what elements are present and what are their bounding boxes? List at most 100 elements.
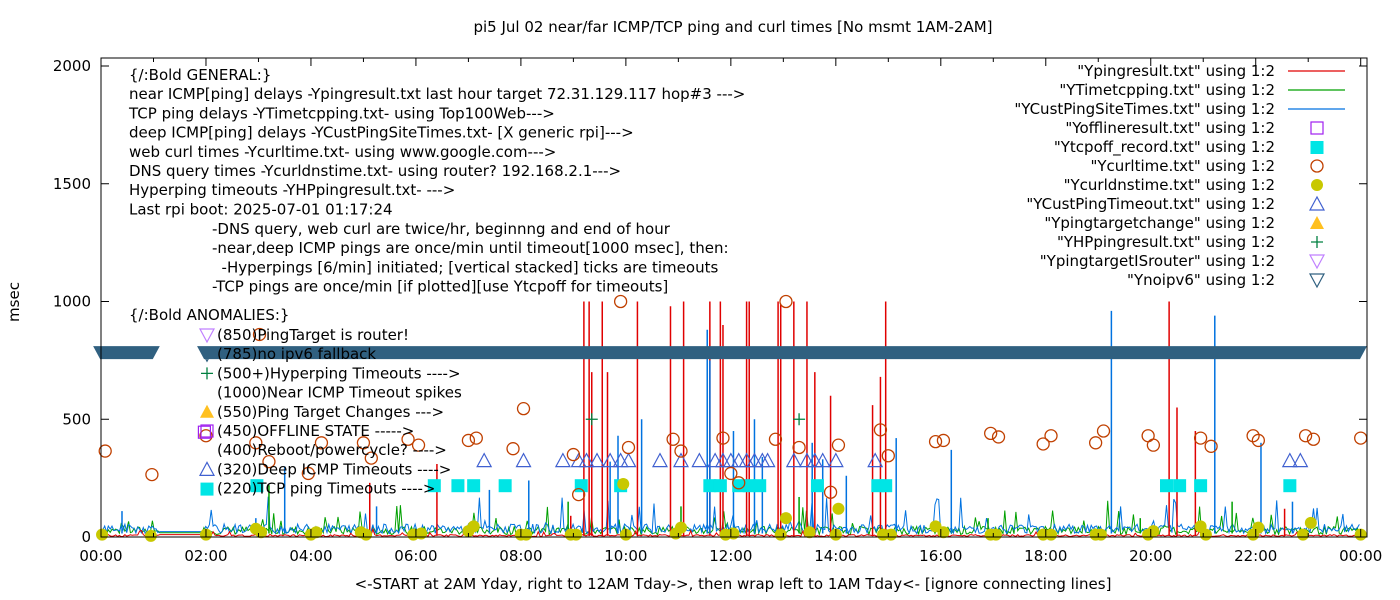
curl-time-marker [1306,432,1321,446]
curl-time-marker [262,454,276,469]
curl-time-marker [621,440,636,455]
annotation-layer: {/:Bold GENERAL:}near ICMP[ping] delays … [128,66,745,498]
tcp-timeout-marker [879,479,893,493]
curl-time-marker [364,451,378,465]
dns-time-marker [415,527,428,540]
tcp-timeout-marker [498,479,512,493]
dns-time-marker [255,526,268,539]
anomaly-key-marker [200,424,214,438]
legend-label: "YTimetcpping.txt" using 1:2 [1059,81,1275,99]
general-note-line: {/:Bold GENERAL:} [129,66,271,84]
tcp-timeout-marker [467,479,481,493]
dns-time-marker [832,502,845,515]
deep-icmp-timeout-marker [691,452,708,468]
y-tick-label: 2000 [53,57,91,75]
curl-time-marker [732,476,746,490]
deep-icmp-timeout-marker [730,452,747,468]
axes: 0 500 1000 1500 2000 00:00 02:00 04:00 06:00 08:0… [53,57,1383,565]
dns-time-marker [779,512,792,525]
general-note-line: Last rpi boot: 2025-07-01 01:17:24 [129,200,393,218]
curl-time-marker [881,449,895,463]
curl-time-marker [411,438,426,452]
y-axis-label: msec [5,282,23,322]
dns-time-marker [1296,528,1309,541]
dns-time-marker [617,478,630,491]
schedule-note-line: -near,deep ICMP pings are once/min until… [212,239,729,257]
curl-time-marker [516,402,531,416]
curl-time-marker [831,438,846,452]
deep-icmp-timeout-marker [554,452,571,468]
curl-time-marker [301,466,315,481]
anomaly-key-marker [198,461,216,476]
dns-time-marker [467,520,480,533]
dns-time-marker [310,526,323,539]
legend-swatch-marker [1311,179,1323,191]
deep-icmp-timeout-marker [1292,452,1309,468]
general-note-line: deep ICMP[ping] delays -YCustPingSiteTim… [129,124,634,142]
x-tick-label: 00:00 [1339,547,1382,565]
hyperping-timeout-marker [585,413,598,426]
legend-label: "YCustPingTimeout.txt" using 1:2 [1026,195,1275,213]
anomaly-line: (220)TCP ping Timeouts ----> [217,480,435,498]
chart-title: pi5 Jul 02 near/far ICMP/TCP ping and cu… [473,18,992,36]
anomaly-key-marker [200,482,214,496]
curl-time-marker [145,467,159,482]
deep-icmp-timeout-marker [759,452,776,468]
curl-time-marker [252,327,267,342]
hyperping-timeout-marker [793,413,806,426]
curl-time-marker [506,442,520,456]
dns-time-marker [803,526,816,539]
offline-marker [197,425,212,439]
legend-label: "YpingtargetISrouter" using 1:2 [1040,252,1275,270]
dns-time-marker [96,528,109,541]
deep-icmp-timeout-marker [867,452,884,468]
curl-time-marker [199,429,213,443]
legend-swatch-marker [1310,159,1324,173]
dns-time-marker [727,527,740,540]
deep-icmp-timeout-marker [672,452,689,468]
deep-icmp-timeout-marker [722,452,739,468]
deep-icmp-timeout-marker [515,452,532,468]
curl-time-marker [98,444,112,458]
legend-label: "Ynoipv6" using 1:2 [1127,271,1275,289]
legend-swatch-marker [1308,254,1326,270]
tcp-timeout-marker [732,479,746,493]
dns-time-marker [1199,528,1212,541]
deep-icmp-timeout-marker [798,452,815,468]
schedule-note-line: -DNS query, web curl are twice/hr, begin… [212,220,671,238]
general-note-line: TCP ping delays -YTimetcpping.txt- using… [128,104,555,122]
curl-time-marker [613,294,628,309]
deep-icmp-timeout-marker [476,452,493,468]
curl-time-marker [1146,438,1161,452]
anomaly-line: (550)Ping Target Changes ---> [217,403,444,421]
curl-time-marker [356,436,371,450]
tcp-timeout-marker [574,479,588,493]
x-tick-label: 22:00 [1234,547,1277,565]
x-tick-label: 06:00 [394,547,437,565]
dns-time-marker [1045,528,1058,541]
general-note-line: web curl times -Ycurltime.txt- using www… [129,143,556,161]
y-tick-label: 500 [62,410,91,428]
dns-time-marker [1147,525,1160,538]
tcp-timeout-marker [250,479,264,493]
legend-label: "Ypingresult.txt" using 1:2 [1077,62,1275,80]
anomaly-key-marker [198,347,216,363]
curl-time-marker [792,440,806,455]
curl-time-marker [566,447,581,462]
deep-icmp-timeout-marker [785,452,802,468]
general-note-line: DNS query times -Ycurldnstime.txt- using… [129,162,621,180]
tcp-timeout-marker [451,479,465,493]
dns-time-marker [570,528,583,541]
x-tick-label: 18:00 [1024,547,1067,565]
deep-icmp-timeout-marker [806,452,823,468]
curl-time-marker [716,431,730,445]
curl-time-marker [779,294,793,309]
x-tick-label: 14:00 [814,547,857,565]
legend-label: "Ycurldnstime.txt" using 1:2 [1064,176,1275,194]
legend-label: "YCustPingSiteTimes.txt" using 1:2 [1014,100,1275,118]
legend-swatch-marker [1308,273,1326,289]
anomaly-key-marker [198,328,216,344]
deep-icmp-timeout-marker [602,452,619,468]
noipv6-band [197,346,1367,360]
